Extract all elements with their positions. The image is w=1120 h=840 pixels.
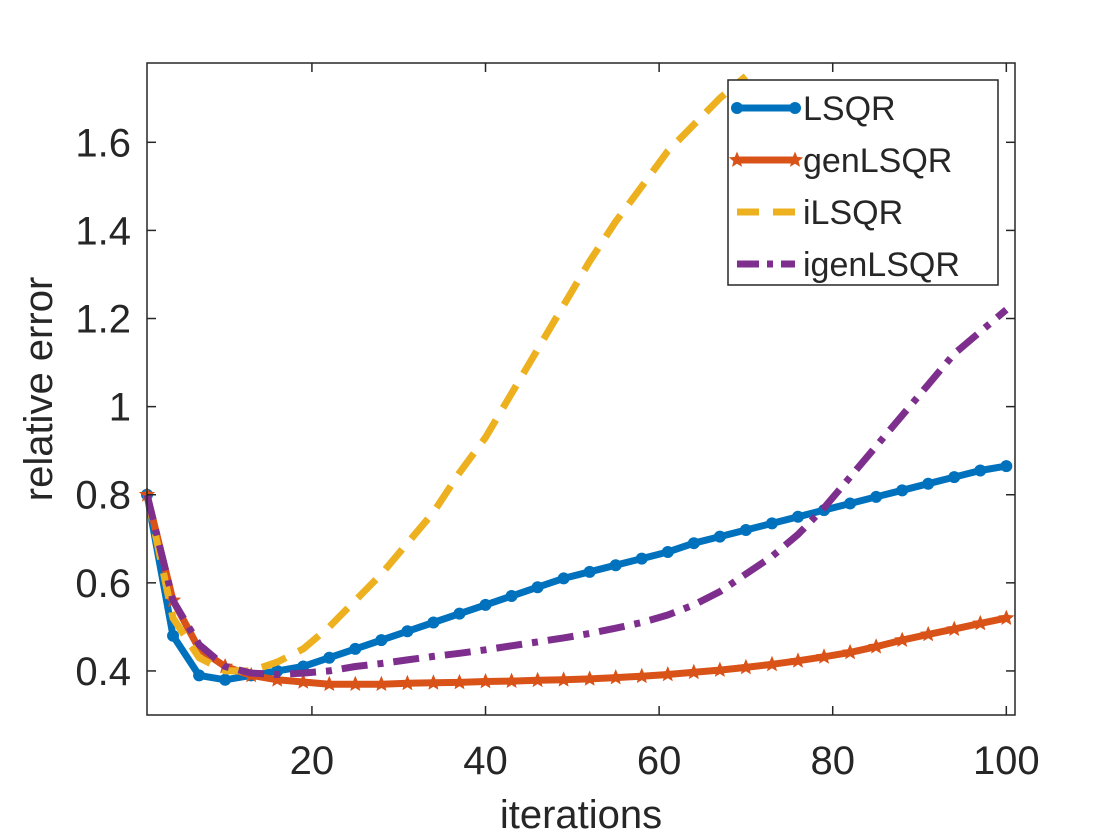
y-tick-label: 1.2 xyxy=(75,298,131,342)
x-tick-label: 40 xyxy=(463,739,508,783)
legend-box xyxy=(727,79,999,286)
y-tick-label: 0.4 xyxy=(75,650,131,694)
x-tick-label: 20 xyxy=(290,739,335,783)
data-point-lsqr xyxy=(765,517,778,530)
data-point-lsqr xyxy=(870,490,883,503)
data-point-lsqr xyxy=(401,625,414,638)
data-point-lsqr xyxy=(375,634,388,647)
data-point-lsqr xyxy=(739,523,752,536)
data-point-genlsqr xyxy=(269,671,286,687)
data-point-lsqr xyxy=(349,642,362,655)
x-tick-label: 80 xyxy=(810,739,855,783)
legend-label-igenlsqr: igenLSQR xyxy=(803,246,960,284)
data-point-lsqr xyxy=(844,497,857,510)
data-point-genlsqr xyxy=(685,663,702,680)
y-tick-label: 0.6 xyxy=(75,562,131,606)
data-point-genlsqr xyxy=(581,670,598,686)
data-point-genlsqr xyxy=(347,675,364,691)
data-point-genlsqr xyxy=(399,674,416,691)
legend-label-genlsqr: genLSQR xyxy=(803,142,952,180)
data-point-lsqr xyxy=(219,673,232,686)
data-point-genlsqr xyxy=(711,661,728,677)
data-point-lsqr xyxy=(427,616,440,629)
data-point-lsqr xyxy=(323,651,336,664)
y-tick-label: 0.8 xyxy=(75,474,131,518)
legend-label-ilsqr: iLSQR xyxy=(803,194,903,232)
data-point-lsqr xyxy=(193,669,206,682)
series-line-genlsqr xyxy=(143,493,1007,688)
data-point-genlsqr xyxy=(477,673,494,689)
legend-label-lsqr: LSQR xyxy=(803,90,896,128)
data-point-lsqr xyxy=(974,464,987,477)
data-point-genlsqr xyxy=(295,673,312,689)
plot-frame xyxy=(146,62,1016,716)
x-tick-label: 100 xyxy=(973,739,1040,783)
data-point-genlsqr xyxy=(868,638,885,654)
legend-marker-genlsqr xyxy=(728,151,746,167)
data-point-genlsqr xyxy=(789,652,807,668)
legend-marker-lsqr xyxy=(789,102,801,114)
data-point-genlsqr xyxy=(607,669,624,685)
data-point-lsqr xyxy=(609,559,622,572)
data-point-lsqr xyxy=(1000,460,1013,473)
data-point-lsqr xyxy=(713,530,726,543)
data-point-genlsqr xyxy=(529,671,546,688)
data-point-lsqr xyxy=(922,477,935,490)
series-igenlsqr xyxy=(143,307,1009,678)
data-point-lsqr xyxy=(792,510,804,523)
data-point-genlsqr xyxy=(425,674,442,690)
x-axis-title: iterations xyxy=(500,793,662,837)
legend-marker-lsqr xyxy=(731,102,743,114)
data-point-lsqr xyxy=(661,546,674,558)
data-point-genlsqr xyxy=(816,648,833,664)
data-point-genlsqr xyxy=(998,609,1015,625)
series-line-igenlsqr xyxy=(143,307,1009,678)
data-point-lsqr xyxy=(505,590,518,603)
data-point-genlsqr xyxy=(503,672,520,688)
series-line-lsqr xyxy=(143,462,1007,684)
data-point-lsqr xyxy=(948,471,961,484)
data-point-genlsqr xyxy=(373,675,390,691)
data-point-lsqr xyxy=(557,572,570,585)
data-point-lsqr xyxy=(453,607,466,620)
data-point-lsqr xyxy=(167,629,180,642)
data-point-genlsqr xyxy=(842,643,859,660)
series-genlsqr xyxy=(138,486,1015,691)
data-point-lsqr xyxy=(896,484,909,497)
data-point-lsqr xyxy=(531,581,544,594)
data-point-genlsqr xyxy=(321,675,338,691)
data-point-genlsqr xyxy=(920,625,937,642)
data-point-genlsqr xyxy=(451,673,468,690)
data-point-genlsqr xyxy=(555,671,572,687)
tick-layer: 20 40 60 80 100 0.4 0.6 0.8 1 1.2 1.4 1.6 xyxy=(75,63,1040,783)
data-point-genlsqr xyxy=(972,614,989,631)
data-point-lsqr xyxy=(583,565,596,578)
data-point-genlsqr xyxy=(633,667,650,684)
data-point-lsqr xyxy=(635,552,648,565)
y-tick-label: 1.4 xyxy=(75,209,131,253)
data-point-genlsqr xyxy=(763,655,780,672)
legend-marker-genlsqr xyxy=(786,151,804,167)
series-layer xyxy=(138,73,1015,691)
x-tick-label: 60 xyxy=(637,739,682,783)
data-point-genlsqr xyxy=(659,666,676,682)
data-point-genlsqr xyxy=(737,658,754,675)
data-point-genlsqr xyxy=(946,620,963,636)
data-point-lsqr xyxy=(479,598,492,611)
y-tick-label: 1 xyxy=(109,386,131,430)
legend: LSQR genLSQR iLSQR igenLSQR xyxy=(727,79,999,286)
data-point-lsqr xyxy=(687,537,700,550)
y-tick-label: 1.6 xyxy=(75,121,131,165)
y-axis-title: relative error xyxy=(17,277,61,502)
data-point-genlsqr xyxy=(894,631,911,647)
